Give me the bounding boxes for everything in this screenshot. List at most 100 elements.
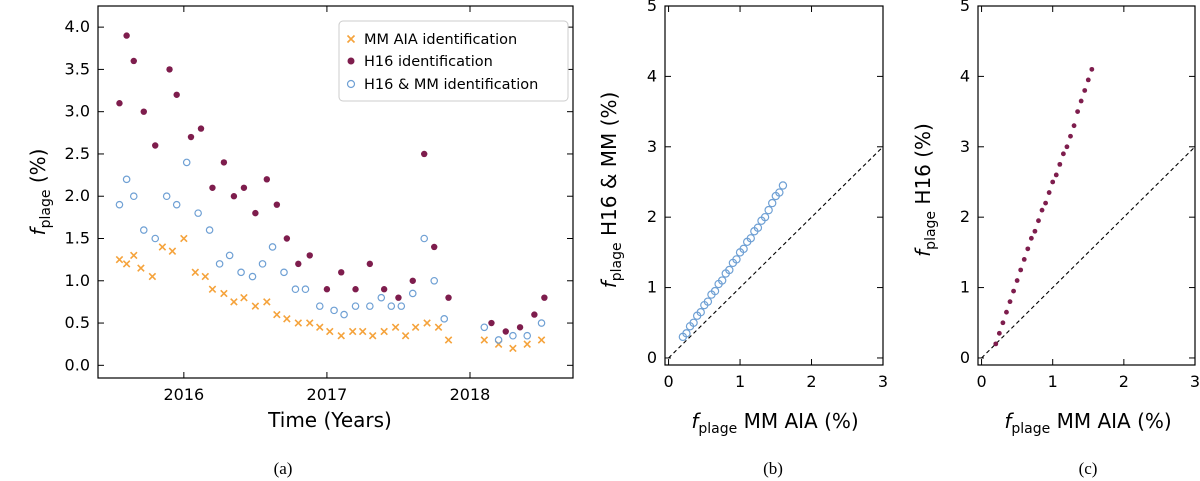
point-c-s0-26: [1085, 77, 1091, 83]
point-c-s0-22: [1071, 123, 1077, 129]
point-a-s1-15: [273, 201, 281, 208]
point-c-s0-23: [1075, 109, 1081, 114]
point-c-s0-7: [1018, 267, 1024, 273]
ylabel-c-sub: plage: [923, 211, 939, 250]
point-a-s0-28: [401, 331, 410, 340]
ylabel-b-base: f: [597, 278, 621, 288]
ytick-label-a-4: 2.0: [65, 186, 90, 205]
ylabel-b-tail: H16 & MM (%): [597, 92, 621, 243]
point-c-s0-17: [1053, 172, 1059, 178]
point-a-s0-13: [240, 293, 248, 302]
point-a-s2-21: [340, 310, 348, 319]
point-a-s2-16: [280, 268, 288, 277]
reference-line: [981, 146, 1196, 359]
xtick-label-c-2: 2: [1119, 372, 1129, 391]
point-a-s0-19: [305, 319, 314, 327]
point-a-s1-14: [263, 176, 271, 183]
point-a-s2-22: [351, 302, 360, 310]
ytick-label-b-3: 3: [647, 137, 657, 156]
point-c-s0-19: [1060, 151, 1066, 157]
ytick-label-b-4: 4: [647, 66, 657, 85]
point-a-s1-23: [380, 286, 388, 293]
legend-frame: [338, 20, 569, 102]
panel-b-reference: [668, 146, 884, 359]
point-a-s2-28: [420, 234, 429, 243]
panel-b-marks: [678, 181, 788, 342]
point-c-s0-16: [1050, 179, 1056, 185]
point-a-s0-35: [509, 344, 517, 353]
panel-a-ticks: 2016 2017 2018 0.0 0.5 1.0 1.5 2.0 2.5 3.0 3.5 4.0: [65, 6, 573, 404]
xtick-label-c-3: 3: [1190, 372, 1200, 391]
point-a-s1-8: [197, 125, 205, 132]
point-c-s0-0: [993, 341, 999, 347]
point-a-s1-1: [123, 32, 130, 39]
panel-a-ylabel: fplage (%): [26, 149, 54, 236]
point-a-s0-29: [411, 323, 420, 332]
point-a-s1-7: [187, 133, 195, 141]
point-b-s0-17: [739, 244, 748, 254]
ytick-label-c-2: 2: [960, 207, 970, 226]
point-a-s1-25: [409, 277, 416, 284]
point-a-s2-25: [387, 302, 396, 310]
point-a-s2-23: [366, 302, 374, 310]
point-b-s0-23: [760, 212, 770, 222]
point-a-s0-23: [348, 327, 357, 336]
point-a-s1-28: [445, 294, 452, 301]
point-b-s0-7: [703, 297, 713, 306]
legend-label-h16: H16 identification: [364, 54, 493, 70]
ytick-label-c-3: 3: [960, 137, 970, 156]
ytick-label-a-2: 1.0: [65, 271, 90, 290]
panel-b-xlabel: fplage MM AIA (%): [691, 409, 858, 437]
point-a-s2-30: [440, 315, 449, 323]
point-a-s0-37: [537, 336, 546, 344]
panel-a-marks: [115, 32, 548, 353]
point-a-s2-19: [315, 302, 324, 310]
reference-line: [668, 146, 884, 359]
point-a-s2-27: [408, 289, 417, 298]
point-a-s2-8: [194, 209, 202, 217]
panel-c-ticks: 0 1 2 3 0 1 2 3 4 5: [960, 0, 1200, 391]
point-b-s0-9: [710, 286, 720, 296]
point-a-s2-10: [215, 260, 224, 268]
point-a-s1-5: [166, 66, 173, 73]
point-c-s0-20: [1064, 144, 1070, 150]
ylabel-a-sub: plage: [38, 190, 54, 229]
xlabel-c-base: f: [1004, 409, 1014, 433]
point-a-s1-13: [252, 209, 259, 217]
point-a-s0-17: [283, 315, 291, 323]
ytick-label-b-2: 2: [647, 207, 657, 226]
xtick-label-b-1: 1: [735, 372, 745, 391]
point-b-s0-28: [778, 181, 788, 190]
point-a-s1-4: [152, 142, 159, 149]
point-a-s2-7: [182, 158, 191, 167]
point-a-s1-32: [531, 311, 538, 318]
point-a-s2-2: [129, 192, 138, 201]
point-b-s0-24: [764, 205, 773, 215]
ytick-label-b-1: 1: [647, 278, 657, 297]
point-b-s0-3: [689, 318, 698, 327]
xlabel-c-tail: MM AIA (%): [1050, 409, 1171, 433]
point-a-s0-33: [480, 336, 489, 344]
point-a-s2-1: [122, 175, 131, 184]
point-a-s1-19: [323, 286, 331, 293]
point-a-s1-12: [240, 184, 248, 191]
point-b-s0-1: [682, 329, 691, 338]
point-a-s1-27: [431, 243, 438, 251]
point-a-s0-12: [230, 298, 238, 306]
point-a-s0-32: [444, 336, 453, 344]
point-a-s2-31: [480, 323, 489, 332]
caption-a: (a): [274, 459, 293, 478]
point-a-s0-30: [423, 319, 431, 327]
point-b-s0-5: [696, 308, 705, 317]
point-a-s1-9: [209, 184, 216, 191]
point-a-s2-3: [139, 226, 148, 234]
point-a-s0-21: [326, 327, 334, 336]
xtick-label-c-0: 0: [976, 372, 986, 391]
xlabel-b-sub: plage: [698, 421, 737, 437]
point-a-s0-11: [220, 289, 228, 298]
point-a-s1-31: [516, 324, 524, 331]
caption-c: (c): [1079, 459, 1098, 478]
point-c-s0-21: [1068, 133, 1073, 139]
panel-a-xlabel: Time (Years): [267, 408, 392, 432]
panel-a: 2016 2017 20180.00.51.01.52.02.53.03.54.0 …: [26, 5, 574, 478]
